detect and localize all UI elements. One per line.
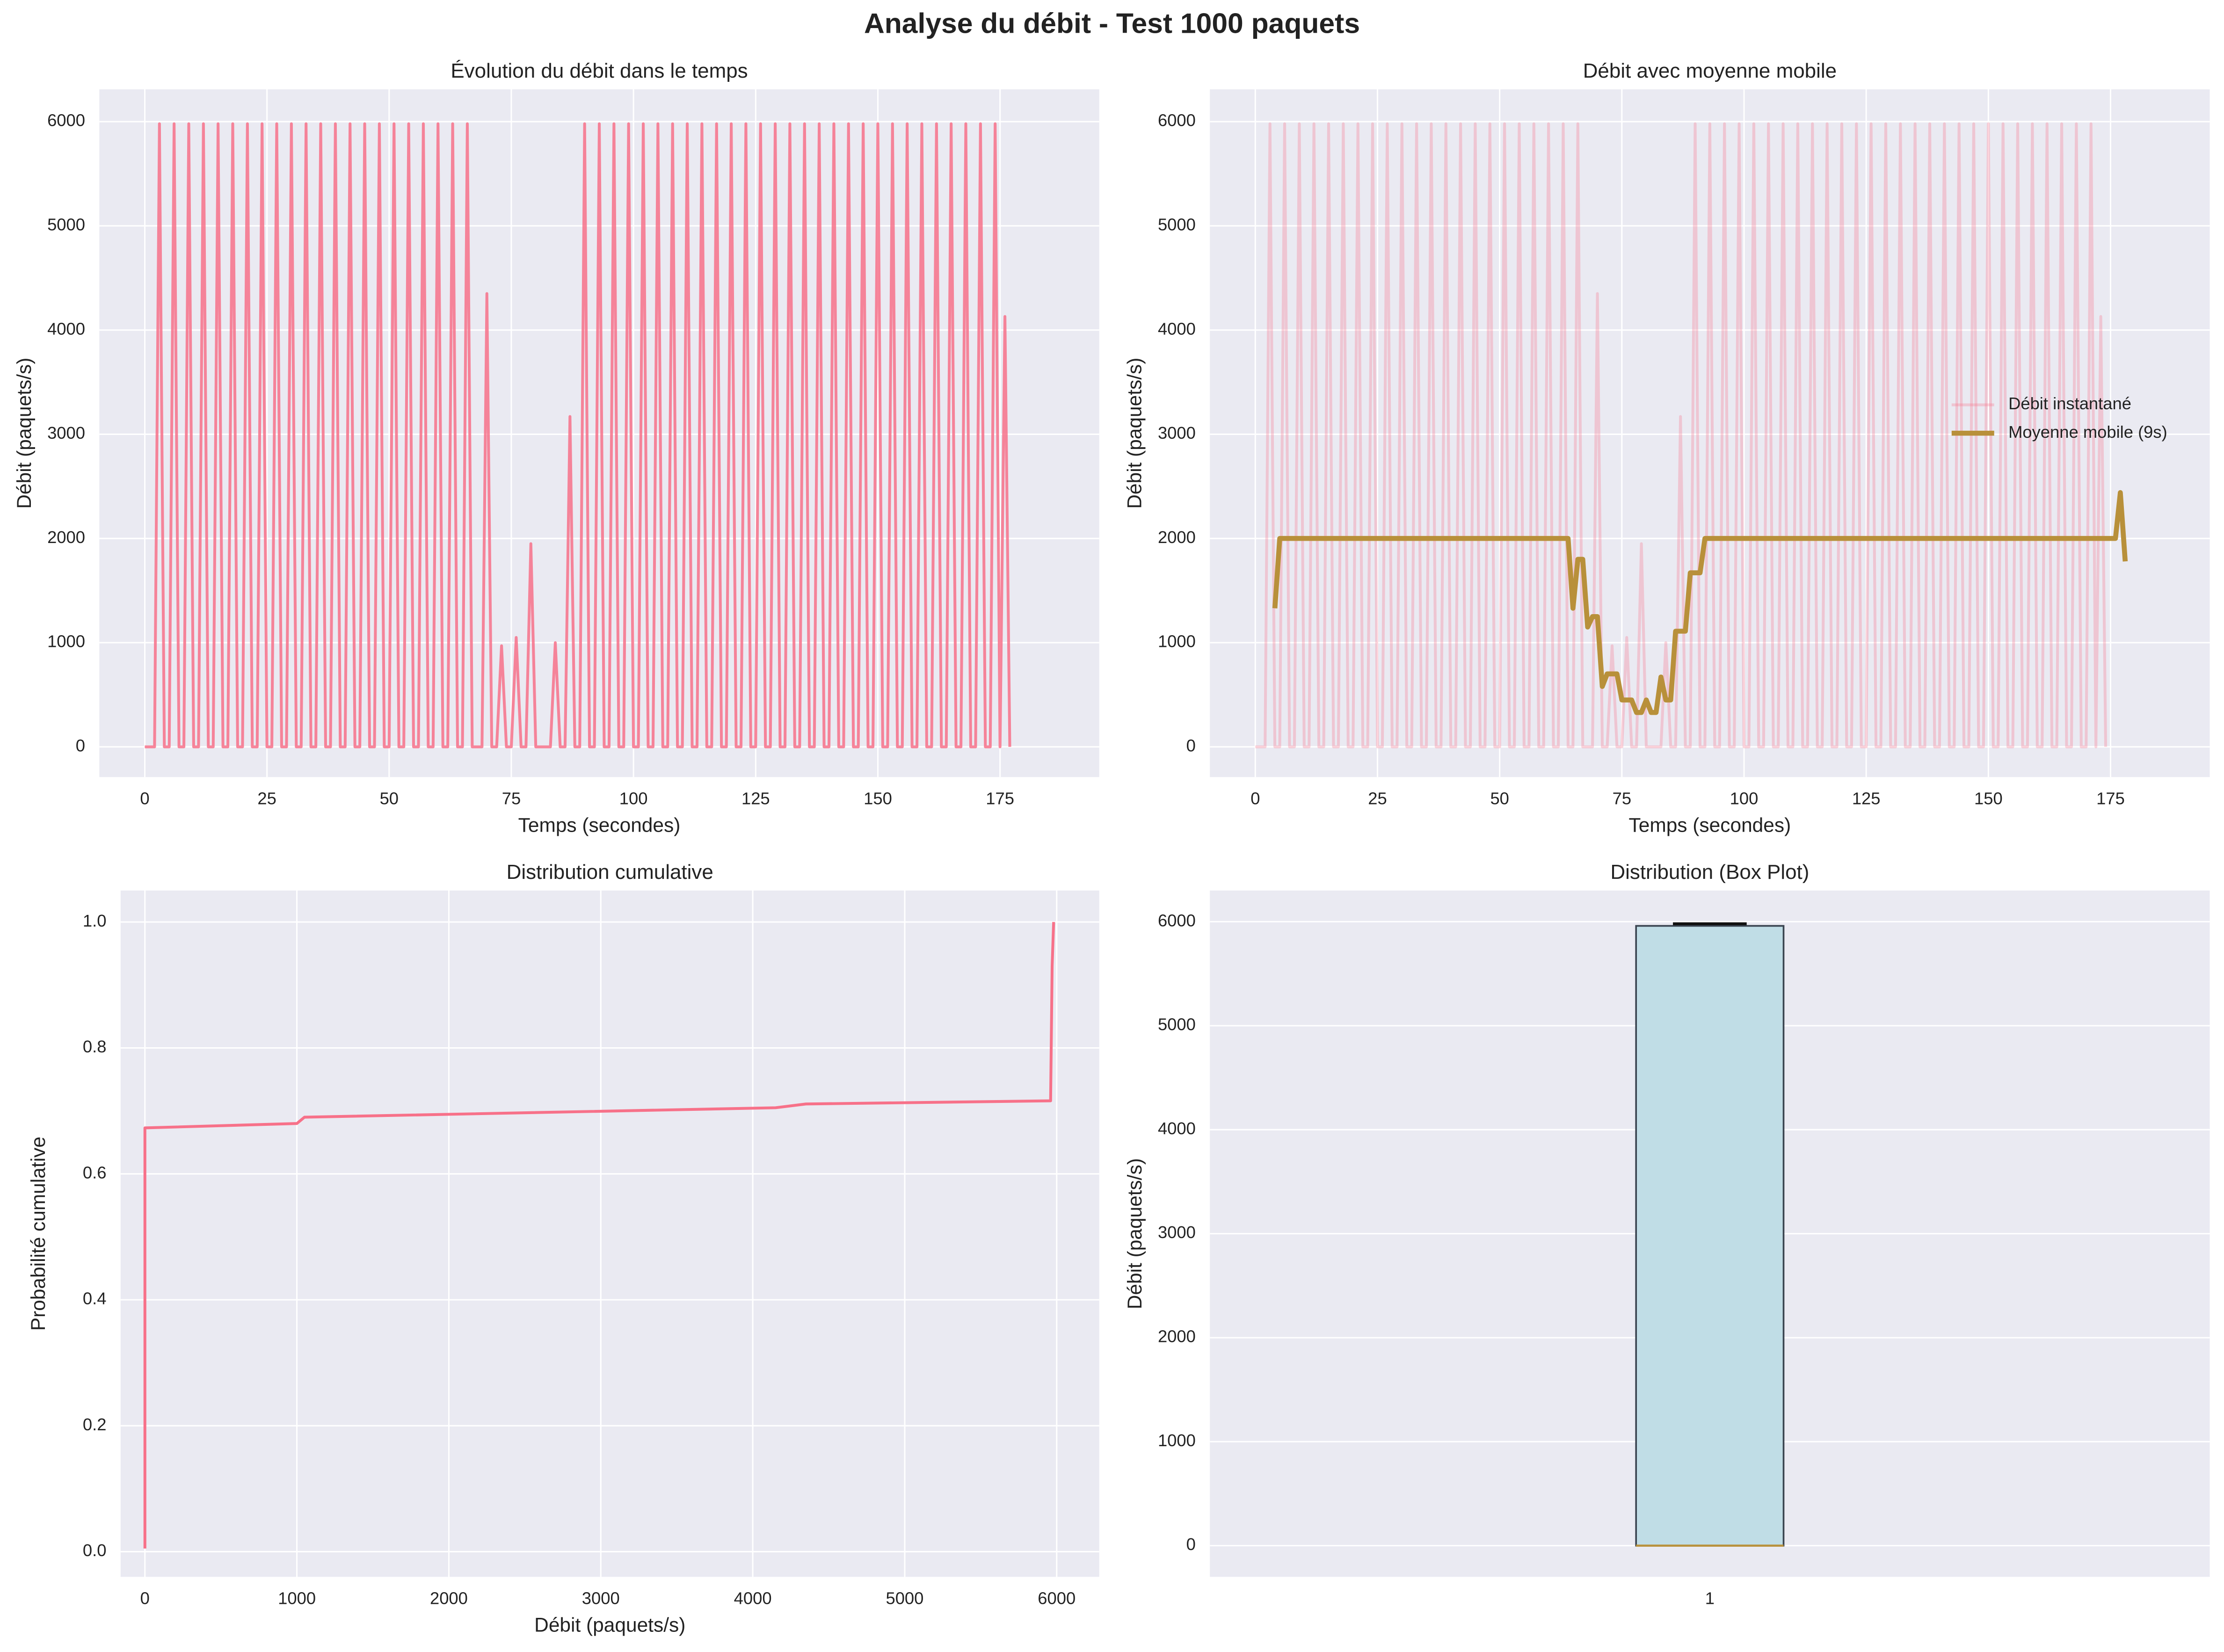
y-tick-label: 0.0 — [83, 1541, 107, 1560]
x-tick-label: 175 — [986, 789, 1014, 808]
subplot: 0.0 0.2 0.4 0.6 0.8 1.0 0 1000 2000 3000 4000 5000 6… — [27, 861, 1099, 1636]
x-tick-label: 50 — [380, 789, 399, 808]
x-tick-label: 1 — [1705, 1588, 1715, 1608]
y-tick-label: 4000 — [1158, 1119, 1196, 1138]
y-tick-label: 0.6 — [83, 1163, 107, 1182]
x-tick-label: 175 — [2096, 789, 2125, 808]
x-tick-label: 100 — [1730, 789, 1759, 808]
legend-label: Moyenne mobile (9s) — [2008, 422, 2167, 442]
x-tick-label: 0 — [1250, 789, 1260, 808]
x-tick-label: 1000 — [278, 1588, 316, 1608]
y-tick-label: 0.8 — [83, 1037, 107, 1056]
y-tick-label: 3000 — [1158, 423, 1196, 442]
y-tick-label: 6000 — [1158, 111, 1196, 130]
x-axis-label: Temps (secondes) — [518, 814, 681, 836]
x-tick-label: 125 — [1852, 789, 1881, 808]
subplot-title: Distribution (Box Plot) — [1610, 861, 1809, 884]
y-axis-label: Débit (paquets/s) — [1124, 1158, 1146, 1309]
y-tick-label: 0 — [1186, 736, 1196, 755]
y-tick-label: 4000 — [47, 319, 85, 338]
x-axis-label: Temps (secondes) — [1629, 814, 1791, 836]
x-tick-label: 0 — [140, 789, 149, 808]
y-tick-label: 2000 — [1158, 528, 1196, 547]
x-tick-label: 25 — [257, 789, 276, 808]
x-tick-label: 125 — [741, 789, 770, 808]
x-tick-label: 6000 — [1038, 1588, 1076, 1608]
x-axis-label: Débit (paquets/s) — [534, 1614, 685, 1636]
y-tick-label: 3000 — [47, 423, 85, 442]
y-axis-label: Probabilité cumulative — [27, 1137, 49, 1331]
x-tick-label: 100 — [619, 789, 648, 808]
subplot-title: Distribution cumulative — [507, 861, 713, 884]
x-tick-label: 0 — [140, 1588, 150, 1608]
y-tick-label: 1000 — [1158, 1431, 1196, 1450]
subplot-title: Débit avec moyenne mobile — [1583, 59, 1837, 82]
y-tick-label: 4000 — [1158, 319, 1196, 338]
x-tick-label: 2000 — [430, 1588, 468, 1608]
y-tick-label: 5000 — [47, 215, 85, 234]
x-tick-label: 5000 — [886, 1588, 923, 1608]
plot-area — [1210, 89, 2210, 777]
y-axis-label: Débit (paquets/s) — [13, 358, 35, 509]
subplot-title: Évolution du débit dans le temps — [451, 59, 748, 82]
x-tick-label: 75 — [1613, 789, 1631, 808]
subplot: 0 1000 2000 3000 4000 5000 6000 0 25 50 75 100 125 15… — [13, 59, 1099, 836]
y-tick-label: 1000 — [47, 632, 85, 651]
y-tick-label: 6000 — [47, 111, 85, 130]
x-tick-label: 75 — [502, 789, 521, 808]
y-tick-label: 3000 — [1158, 1223, 1196, 1242]
y-tick-label: 5000 — [1158, 215, 1196, 234]
y-axis-label: Débit (paquets/s) — [1124, 358, 1146, 509]
y-tick-label: 2000 — [1158, 1327, 1196, 1346]
y-tick-label: 0 — [1186, 1535, 1196, 1554]
data-line — [143, 922, 1055, 1549]
subplot: 0 1000 2000 3000 4000 5000 6000 Distribution (B… — [1124, 861, 2210, 1608]
subplot: 0 1000 2000 3000 4000 5000 6000 0 25 50 75 100 125 15… — [1124, 59, 2210, 836]
y-tick-label: 0.4 — [83, 1289, 107, 1308]
plot-area — [120, 890, 1099, 1577]
data-line — [145, 122, 1011, 748]
x-tick-label: 50 — [1490, 789, 1509, 808]
x-tick-label: 4000 — [734, 1588, 772, 1608]
data-line — [1255, 122, 2108, 748]
y-tick-label: 5000 — [1158, 1015, 1196, 1034]
x-tick-label: 25 — [1368, 789, 1387, 808]
x-tick-label: 150 — [1974, 789, 2003, 808]
y-tick-label: 1000 — [1158, 632, 1196, 651]
legend-label: Débit instantané — [2008, 394, 2131, 413]
box — [1635, 925, 1785, 1547]
y-tick-label: 2000 — [47, 528, 85, 547]
y-tick-label: 6000 — [1158, 911, 1196, 930]
y-tick-label: 1.0 — [83, 911, 107, 930]
x-tick-label: 3000 — [582, 1588, 620, 1608]
y-tick-label: 0 — [76, 736, 85, 755]
y-tick-label: 0.2 — [83, 1415, 107, 1434]
x-tick-label: 150 — [864, 789, 892, 808]
data-line — [1272, 490, 2128, 715]
figure-title: Analyse du débit - Test 1000 paquets — [864, 7, 1360, 39]
